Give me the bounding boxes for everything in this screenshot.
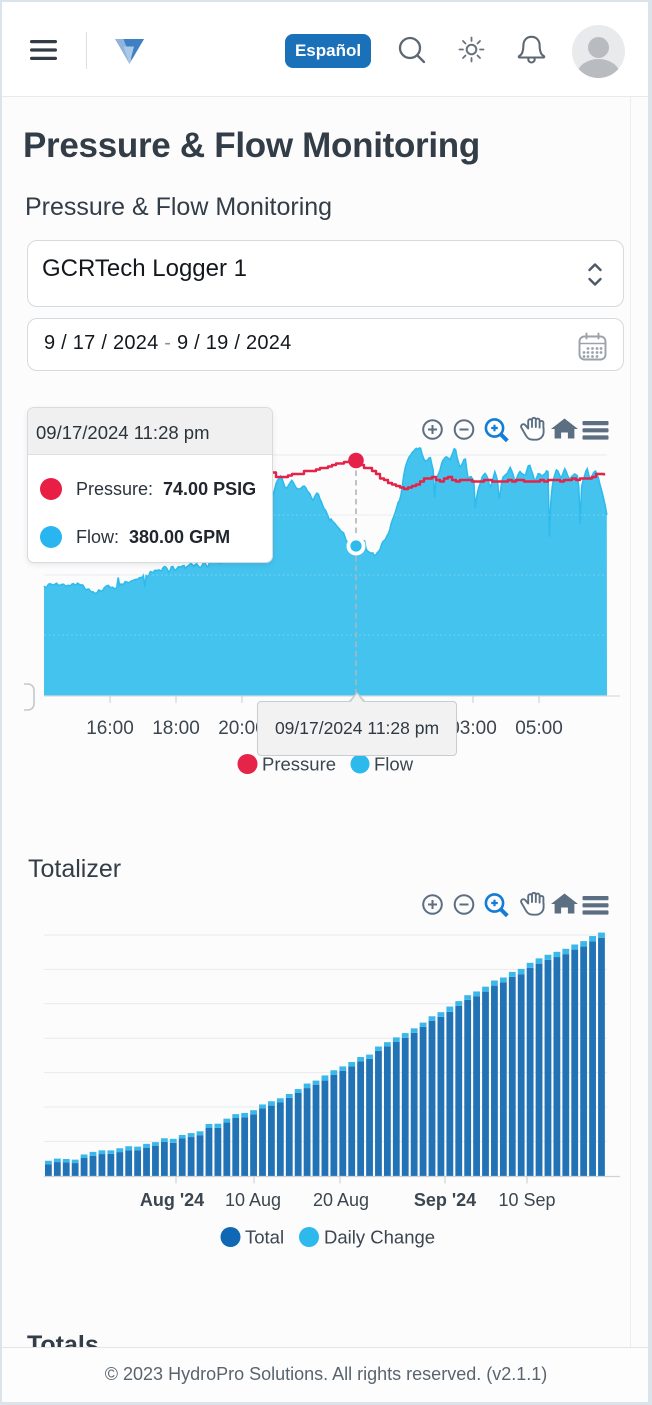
- svg-text:Sep '24: Sep '24: [414, 1190, 476, 1210]
- svg-text:Aug '24: Aug '24: [140, 1190, 204, 1210]
- svg-text:Flow: Flow: [374, 754, 414, 775]
- svg-text:Pressure: Pressure: [262, 754, 336, 775]
- svg-text:10 Aug: 10 Aug: [225, 1190, 281, 1210]
- svg-text:Total: Total: [245, 1227, 284, 1248]
- svg-text:05:00: 05:00: [515, 718, 563, 739]
- svg-text:20 Aug: 20 Aug: [313, 1190, 369, 1210]
- svg-text:18:00: 18:00: [152, 718, 200, 739]
- svg-text:20:00: 20:00: [218, 718, 266, 739]
- svg-text:Daily Change: Daily Change: [324, 1227, 435, 1248]
- svg-text:16:00: 16:00: [86, 718, 134, 739]
- svg-text:10 Sep: 10 Sep: [498, 1190, 555, 1210]
- svg-text:03:00: 03:00: [449, 718, 497, 739]
